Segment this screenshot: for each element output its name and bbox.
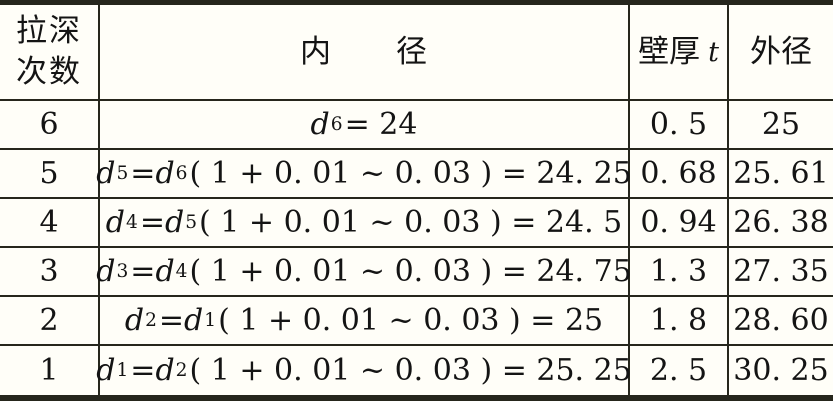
pass-count-cell: 6 xyxy=(0,101,100,150)
outer-diameter-cell: 25. 61 xyxy=(729,150,833,199)
header-inner-diameter: 内 径 xyxy=(100,5,630,101)
pass-count-cell: 5 xyxy=(0,150,100,199)
header-pass-count: 拉深 次数 xyxy=(0,5,100,101)
header-pass-count-line1: 拉深 xyxy=(16,13,82,49)
wall-thickness-cell: 2. 5 xyxy=(630,346,729,395)
wall-thickness-label: 壁厚 xyxy=(638,33,701,70)
header-outer-diameter: 外径 xyxy=(729,5,833,101)
wall-thickness-cell: 0. 94 xyxy=(630,199,729,248)
outer-diameter-cell: 25 xyxy=(729,101,833,150)
wall-thickness-cell: 0. 68 xyxy=(630,150,729,199)
outer-diameter-cell: 28. 60 xyxy=(729,297,833,346)
wall-thickness-symbol: t xyxy=(708,36,719,68)
pass-count-cell: 2 xyxy=(0,297,100,346)
pass-count-cell: 1 xyxy=(0,346,100,395)
outer-diameter-cell: 27. 35 xyxy=(729,248,833,297)
wall-thickness-cell: 1. 8 xyxy=(630,297,729,346)
wall-thickness-cell: 0. 5 xyxy=(630,101,729,150)
pass-count-cell: 4 xyxy=(0,199,100,248)
outer-diameter-cell: 26. 38 xyxy=(729,199,833,248)
header-wall-thickness: 壁厚 t xyxy=(630,5,729,101)
pass-count-cell: 3 xyxy=(0,248,100,297)
wall-thickness-cell: 1. 3 xyxy=(630,248,729,297)
outer-diameter-cell: 30. 25 xyxy=(733,352,829,388)
header-pass-count-line2: 次数 xyxy=(16,54,82,90)
